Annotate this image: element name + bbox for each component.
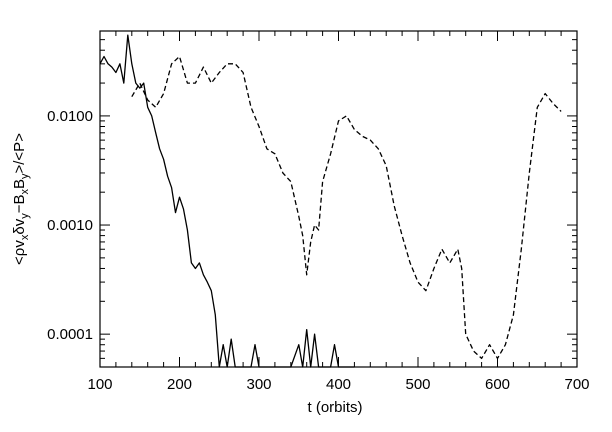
series-layer [99,34,562,368]
y-tick-label: 0.0100 [47,108,93,125]
y-tick-label: 0.0010 [47,217,93,234]
x-tick-label: 400 [326,376,351,393]
series-line-2 [131,55,562,360]
x-axis-label: t (orbits) [307,399,362,416]
x-tick-label: 600 [485,376,510,393]
y-tick-label: 0.0001 [47,326,93,343]
plot-frame [99,30,578,368]
y-axis-label: <ρvxδvy−BxBy>/<P> [11,133,31,265]
x-tick-label: 100 [87,376,112,393]
series-line-1 [99,34,355,368]
x-tick-label: 200 [167,376,192,393]
x-tick-label: 500 [405,376,430,393]
x-tick-label: 700 [564,376,589,393]
ticks-layer: 100 200 300 400 500 600 700 0.0001 0.0010 0.0100 [47,31,590,393]
x-tick-label: 300 [246,376,271,393]
